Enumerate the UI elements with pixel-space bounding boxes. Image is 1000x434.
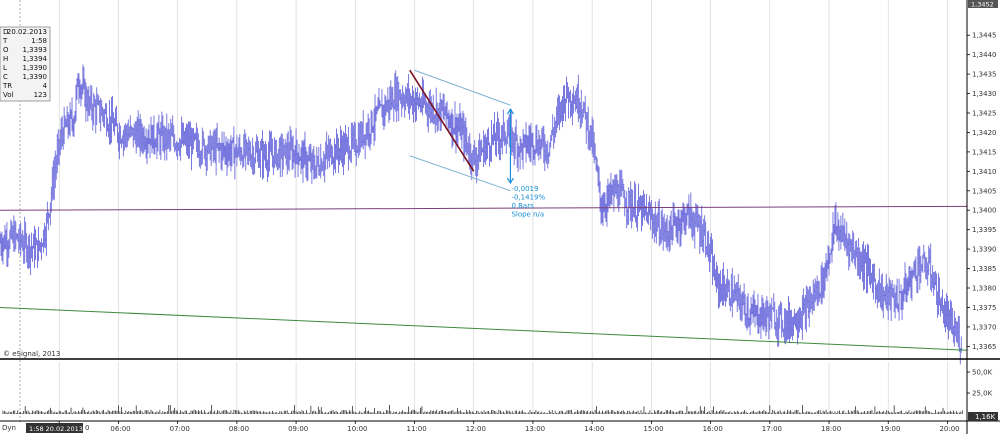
time-tick-label: 11:00 [407, 425, 427, 433]
channel-upper-line [414, 69, 511, 106]
measure-label: 0 Bars [511, 202, 534, 210]
price-tick-label: 1,3375 [972, 304, 997, 312]
price-tick-label: 1,3440 [972, 51, 997, 59]
time-tick-label: 12:00 [466, 425, 486, 433]
dyn-label[interactable]: Dyn [2, 424, 16, 432]
info-value: 1,3394 [23, 55, 48, 63]
time-tick-label: 15:00 [643, 425, 663, 433]
time-tick-label: 14:00 [584, 425, 604, 433]
info-box-frame [0, 26, 51, 102]
green-trendline [0, 306, 968, 351]
price-tick-label: 1,3365 [972, 343, 997, 351]
info-value: 123 [34, 91, 47, 99]
info-value: 4 [43, 82, 48, 90]
measure-arrow-top [506, 107, 514, 115]
info-value: 1,3390 [23, 64, 48, 72]
price-tick-label: 1,3430 [972, 90, 997, 98]
time-tick-label: 20:00 [939, 425, 959, 433]
info-label: C [3, 73, 8, 81]
time-tick-label: 07:00 [170, 425, 190, 433]
time-tick-label: 16:00 [703, 425, 723, 433]
info-label: Vol [3, 91, 14, 99]
time-tick-label: 18:00 [821, 425, 841, 433]
cursor-time-label: 1:58 20.02.2013 [29, 425, 83, 433]
price-tick-label: 1,3400 [972, 207, 997, 215]
current-price-label: 1,3452 [971, 1, 994, 9]
measure-label: Slope n/a [511, 211, 544, 219]
time-tick-label: 06:00 [110, 425, 130, 433]
measure-label: -0,0019 [511, 185, 538, 193]
cursor-time-marker [26, 423, 83, 433]
info-value: 20.02.2013 [7, 28, 47, 36]
price-tick-label: 1,3425 [972, 110, 997, 118]
current-volume-label: 1,16K [975, 413, 996, 421]
volume-tick-label: 25,0K [972, 390, 993, 398]
volume-tick-label: 50,0K [972, 369, 993, 377]
purple-level-line [0, 205, 968, 211]
info-label: L [3, 64, 7, 72]
price-bars [0, 64, 963, 365]
measure-label: -0,1419% [511, 194, 545, 202]
current-volume-marker [968, 412, 998, 421]
price-tick-label: 1,3435 [972, 71, 997, 79]
volume-bars [2, 404, 963, 414]
info-value: 1:58 [31, 37, 47, 45]
time-tick-label: 09:00 [288, 425, 308, 433]
info-label: O [3, 46, 9, 54]
price-tick-label: 1,3445 [972, 32, 997, 40]
time-tick-label: 19:00 [880, 425, 900, 433]
current-price-marker [968, 0, 998, 8]
price-tick-label: 1,3415 [972, 148, 997, 156]
price-tick-label: 1,3370 [972, 323, 997, 331]
time-tick-label: 10:00 [347, 425, 367, 433]
price-tick-label: 1,3380 [972, 285, 997, 293]
trend-arrow-line [409, 69, 475, 172]
info-label: TR [2, 82, 12, 90]
price-tick-label: 1,3390 [972, 246, 997, 254]
time-tick-label: 17:00 [762, 425, 782, 433]
info-label: D [3, 28, 8, 36]
info-label: H [3, 55, 8, 63]
time-tick-label: 13:00 [525, 425, 545, 433]
price-tick-label: 1,3405 [972, 187, 997, 195]
measure-arrow-bottom [506, 177, 514, 185]
price-tick-label: 1,3395 [972, 226, 997, 234]
info-label: T [2, 37, 8, 45]
price-tick-label: 1,3410 [972, 168, 997, 176]
left-edge-time-label: 0 [85, 424, 89, 432]
copyright-text: © eSignal, 2013 [3, 350, 60, 358]
info-value: 1,3390 [23, 73, 48, 81]
price-tick-label: 1,3385 [972, 265, 997, 273]
price-tick-label: 1,3420 [972, 129, 997, 137]
channel-lower-line [409, 155, 511, 192]
time-tick-label: 08:00 [229, 425, 249, 433]
info-value: 1,3393 [23, 46, 48, 54]
